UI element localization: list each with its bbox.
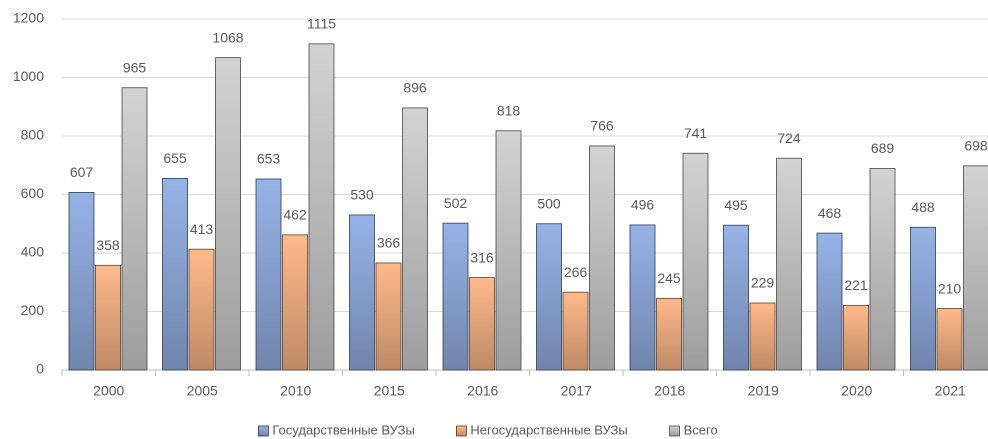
- bar: [308, 43, 335, 371]
- bar: [589, 145, 615, 371]
- bar: [910, 226, 936, 371]
- data-label: 653: [257, 151, 281, 167]
- data-label: 1068: [212, 29, 243, 45]
- data-label: 1115: [307, 16, 336, 32]
- bar: [536, 223, 562, 371]
- x-tick-label: 2005: [187, 383, 218, 399]
- legend-swatch: [257, 425, 269, 437]
- bar: [749, 302, 776, 371]
- data-label: 500: [537, 195, 561, 211]
- bar: [495, 130, 522, 371]
- bar: [629, 224, 656, 371]
- bar: [963, 165, 988, 371]
- data-label: 741: [684, 125, 708, 141]
- legend-label: Государственные ВУЗы: [272, 422, 414, 437]
- data-label: 221: [844, 277, 868, 293]
- bar: [469, 277, 495, 371]
- y-tick-label: 600: [21, 185, 45, 201]
- data-label: 896: [403, 80, 427, 96]
- legend-swatch: [669, 425, 680, 437]
- y-tick-label: 400: [21, 244, 45, 260]
- y-tick-label: 1200: [13, 10, 44, 26]
- bar: [375, 262, 402, 371]
- bar: [188, 248, 215, 371]
- legend-swatch: [455, 425, 467, 437]
- data-label: 496: [631, 197, 655, 213]
- data-label: 358: [96, 237, 120, 253]
- bar: [121, 87, 148, 371]
- bar: [843, 304, 869, 371]
- bar: [869, 168, 896, 371]
- data-label: 413: [190, 221, 214, 237]
- bar: [682, 152, 709, 371]
- x-tick-label: 2017: [561, 383, 592, 399]
- x-tick-label: 2021: [935, 383, 966, 399]
- data-label: 366: [377, 235, 401, 251]
- bar: [656, 297, 682, 371]
- x-tick-label: 2000: [93, 383, 124, 399]
- data-label: 655: [163, 150, 187, 166]
- data-label: 468: [818, 205, 842, 221]
- y-tick-label: 200: [21, 302, 45, 318]
- bar: [349, 214, 375, 371]
- data-label: 965: [123, 59, 147, 75]
- bar: [936, 308, 963, 371]
- x-tick-label: 2015: [374, 383, 405, 399]
- bar: [68, 192, 95, 371]
- x-tick-label: 2019: [748, 383, 779, 399]
- data-label: 766: [590, 118, 614, 134]
- data-label: 462: [283, 207, 307, 223]
- legend-label: Негосударственные ВУЗы: [470, 422, 627, 437]
- bar: [162, 178, 188, 371]
- x-tick-label: 2020: [841, 383, 872, 399]
- x-tick-label: 2018: [654, 383, 685, 399]
- x-tick-label: 2010: [280, 383, 311, 399]
- bar: [255, 178, 282, 371]
- data-label: 818: [497, 102, 521, 118]
- data-label: 607: [70, 164, 94, 180]
- data-label: 502: [444, 195, 468, 211]
- data-label: 488: [911, 199, 935, 215]
- bar: [723, 224, 749, 371]
- bar: [562, 291, 589, 371]
- data-label: 698: [964, 138, 988, 154]
- data-label: 229: [751, 275, 775, 291]
- bar: [215, 57, 241, 371]
- data-label: 724: [777, 130, 801, 146]
- bar: [282, 234, 308, 371]
- bar: [442, 222, 469, 371]
- data-label: 266: [564, 264, 588, 280]
- bar: [402, 107, 428, 371]
- y-tick-label: 1000: [13, 68, 44, 84]
- bar: [776, 157, 802, 371]
- legend-label: Всего: [684, 422, 718, 437]
- y-tick-label: 0: [36, 361, 44, 377]
- bar: [95, 264, 121, 371]
- data-label: 210: [938, 280, 962, 296]
- data-label: 530: [350, 187, 374, 203]
- y-tick-label: 800: [21, 127, 45, 143]
- data-label: 316: [470, 249, 494, 265]
- bar: [816, 232, 843, 371]
- data-label: 245: [657, 270, 681, 286]
- data-label: 689: [871, 140, 895, 156]
- x-tick-label: 2016: [467, 383, 498, 399]
- data-label: 495: [724, 197, 748, 213]
